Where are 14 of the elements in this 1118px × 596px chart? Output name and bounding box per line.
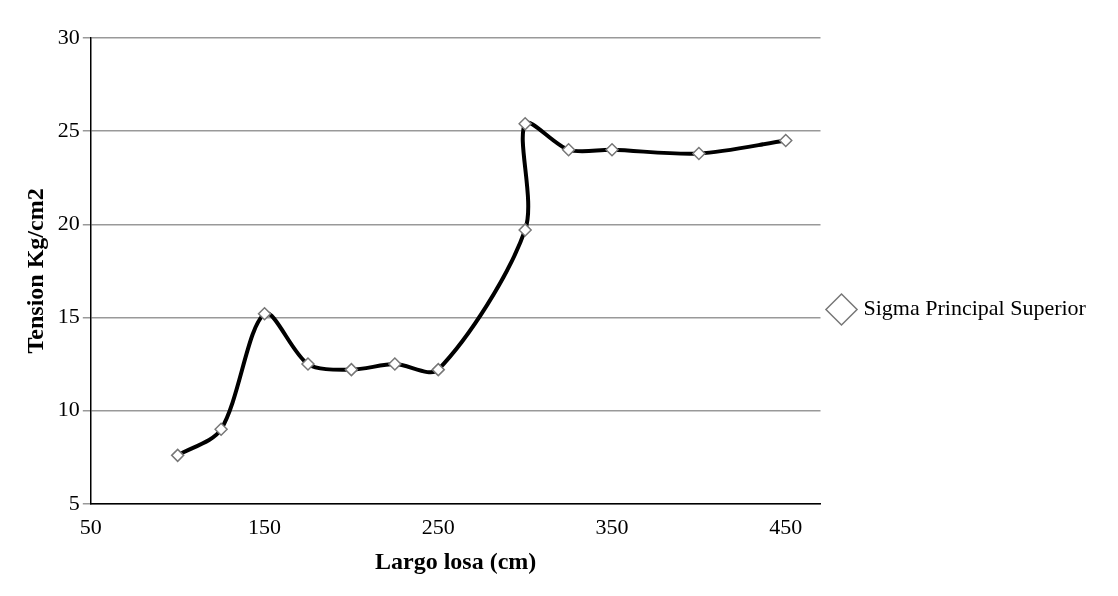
x-axis-title: Largo losa (cm) [375,547,537,574]
x-tick-label: 150 [248,513,282,539]
y-tick-label: 30 [57,23,80,49]
x-tick-label: 450 [769,513,803,539]
x-tick-label: 50 [79,513,102,539]
y-tick-label: 25 [57,116,80,142]
x-tick-label: 250 [421,513,455,539]
y-axis-title: Tension Kg/cm2 [21,188,48,354]
y-tick-label: 20 [57,210,80,236]
legend-label: Sigma Principal Superior [863,295,1087,321]
y-tick-label: 15 [57,303,80,329]
y-tick-label: 10 [57,396,80,422]
y-tick-label: 5 [68,489,80,515]
x-tick-label: 350 [595,513,629,539]
